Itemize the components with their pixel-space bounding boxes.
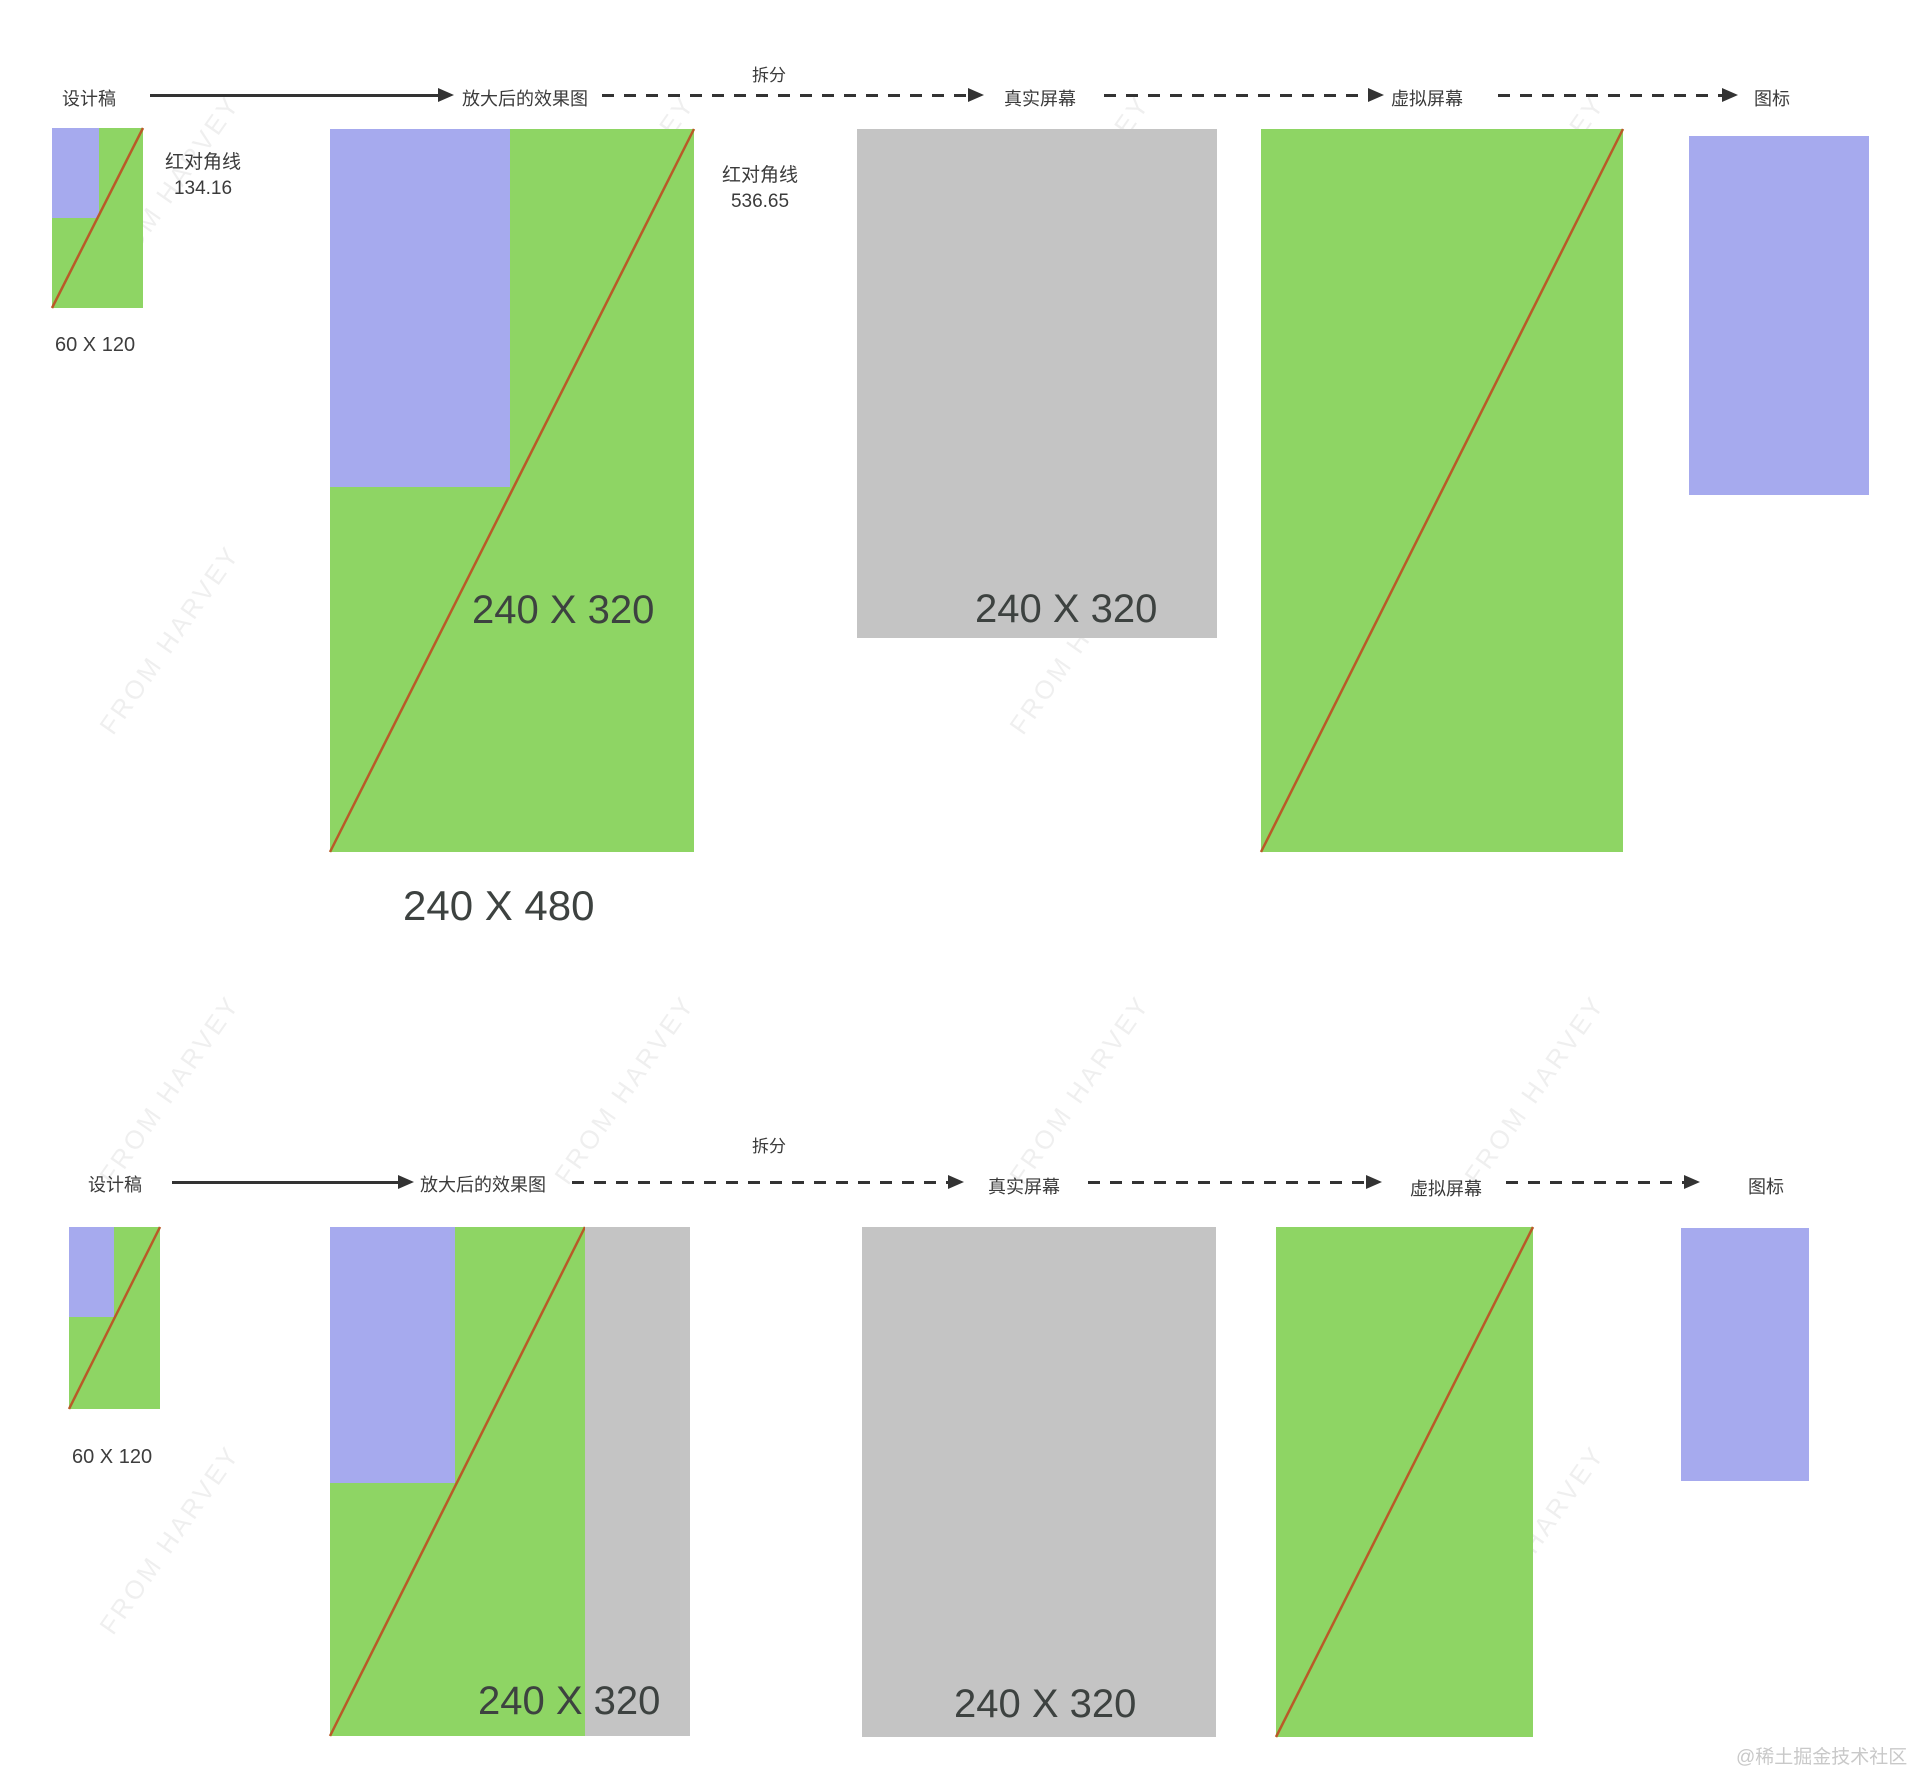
row2-dashed-arrowhead-1-icon <box>948 1175 964 1189</box>
row1-design-draft-red-diagonal <box>52 128 143 308</box>
row1-design-draft-purple-block <box>52 128 99 218</box>
row2-virtual-red-diagonal <box>1276 1227 1533 1737</box>
row2-solid-arrowhead-icon <box>398 1175 414 1189</box>
row2-design-draft-rect <box>69 1227 160 1409</box>
row1-enlarged-inner-size-label: 240 X 320 <box>472 588 655 632</box>
row1-solid-arrow-line <box>150 94 438 97</box>
row2-enlarged-gray-area <box>585 1227 690 1736</box>
row1-split-label: 拆分 <box>752 66 786 85</box>
row1-enlarged-label: 放大后的效果图 <box>462 89 588 109</box>
row1-virtual-screen-rect <box>1261 129 1623 852</box>
row1-dashed-arrow-2 <box>1104 94 1368 97</box>
row2-dashed-arrow-1 <box>572 1181 948 1184</box>
row2-split-label: 拆分 <box>752 1137 786 1156</box>
row1-red-diagonal-annotation-value: 134.16 <box>173 178 233 199</box>
row1-red-diagonal-annotation-title: 红对角线 <box>164 152 241 173</box>
row1-design-size-label: 60 X 120 <box>55 334 136 356</box>
row2-dashed-arrow-2 <box>1088 1181 1366 1184</box>
row1-red-diagonal-annotation-2-title: 红对角线 <box>721 165 798 186</box>
row1-virtual-screen-label: 虚拟屏幕 <box>1391 89 1463 109</box>
background-watermark-text: FROM HARVEY <box>93 989 246 1190</box>
row1-dashed-arrowhead-1-icon <box>968 88 984 102</box>
row2-real-screen-label: 真实屏幕 <box>988 1177 1060 1197</box>
row1-enlarged-purple-block <box>330 129 510 487</box>
background-watermark-text: FROM HARVEY <box>548 989 701 1190</box>
background-watermark-text: FROM HARVEY <box>93 539 246 740</box>
row1-dashed-arrow-1 <box>602 94 968 97</box>
row2-dashed-arrowhead-3-icon <box>1684 1175 1700 1189</box>
row1-icon-label: 图标 <box>1754 89 1790 109</box>
row1-dashed-arrow-3 <box>1498 94 1722 97</box>
row1-dashed-arrowhead-2-icon <box>1368 88 1384 102</box>
row2-virtual-screen-rect <box>1276 1227 1533 1737</box>
row1-design-label: 设计稿 <box>62 89 116 109</box>
row1-design-draft-rect <box>52 128 143 308</box>
row1-real-size-label: 240 X 320 <box>975 587 1158 631</box>
row1-enlarged-red-diagonal <box>330 129 694 852</box>
row2-icon-label: 图标 <box>1748 1177 1784 1197</box>
background-watermark-text: FROM HARVEY <box>1003 989 1156 1190</box>
row2-enlarged-red-diagonal <box>330 1227 585 1736</box>
row2-design-size-label: 60 X 120 <box>72 1446 153 1468</box>
background-watermark-text: FROM HARVEY <box>93 1439 246 1640</box>
background-watermark-text: FROM HARVEY <box>1458 989 1611 1190</box>
row1-red-diagonal-annotation-2-value: 536.65 <box>730 191 790 212</box>
row2-enlarged-inner-size-label: 240 X 320 <box>478 1679 661 1723</box>
row2-design-draft-purple-block <box>69 1227 114 1317</box>
row1-enlarged-rect: 240 X 320 <box>330 129 694 852</box>
row2-real-screen-rect: 240 X 320 <box>862 1227 1216 1737</box>
row2-enlarged-rect: 240 X 320 <box>330 1227 690 1736</box>
row1-real-screen-rect: 240 X 320 <box>857 129 1217 638</box>
row2-design-draft-red-diagonal <box>69 1227 160 1409</box>
row1-dashed-arrowhead-3-icon <box>1722 88 1738 102</box>
row2-real-size-label: 240 X 320 <box>954 1682 1137 1726</box>
row2-virtual-screen-label: 虚拟屏幕 <box>1410 1179 1482 1199</box>
credit-watermark: @稀土掘金技术社区 <box>1736 1747 1907 1768</box>
row1-real-screen-label: 真实屏幕 <box>1004 89 1076 109</box>
row2-dashed-arrow-3 <box>1506 1181 1684 1184</box>
row2-enlarged-label: 放大后的效果图 <box>420 1175 546 1195</box>
row1-virtual-red-diagonal <box>1261 129 1623 852</box>
row2-solid-arrow-line <box>172 1181 398 1184</box>
row2-icon-rect <box>1681 1228 1809 1481</box>
row1-red-diagonal-annotation: 红对角线 134.16 <box>147 150 259 202</box>
row1-icon-rect <box>1689 136 1869 495</box>
row2-enlarged-purple-block <box>330 1227 455 1483</box>
row1-solid-arrowhead-icon <box>438 88 454 102</box>
row1-enlarged-full-size-label: 240 X 480 <box>403 882 595 929</box>
row2-dashed-arrowhead-2-icon <box>1366 1175 1382 1189</box>
row1-red-diagonal-annotation-2: 红对角线 536.65 <box>704 163 816 215</box>
row2-design-label: 设计稿 <box>88 1175 142 1195</box>
